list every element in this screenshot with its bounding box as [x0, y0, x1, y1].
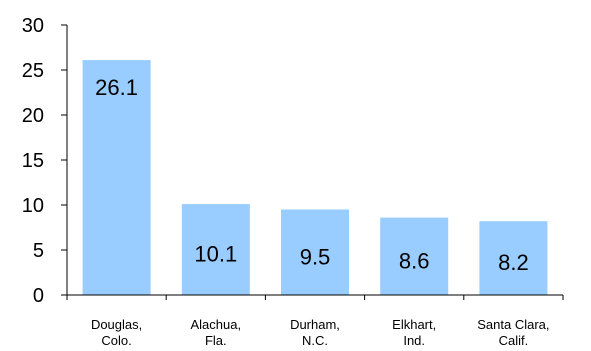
x-tick-label: Douglas, [91, 317, 142, 332]
x-tick-label: Elkhart, [392, 317, 436, 332]
x-tick-label: Ind. [403, 333, 425, 348]
bar-data-label: 8.6 [399, 248, 430, 273]
y-tick-label: 30 [22, 15, 44, 37]
x-tick-label: Santa Clara, [477, 317, 549, 332]
bar [281, 209, 349, 295]
y-tick-label: 20 [22, 105, 44, 127]
x-tick-label: Fla. [205, 333, 227, 348]
x-tick-label: Calif. [499, 333, 529, 348]
y-tick-label: 15 [22, 150, 44, 172]
bar [181, 204, 250, 295]
y-tick-label: 0 [33, 285, 44, 307]
x-axis: Douglas,Colo. Alachua,Fla. Durham,N.C. Elkh… [66, 294, 564, 348]
bars: 26.1 10.1 9.5 8.6 8.2 [82, 60, 548, 295]
x-tick-label: Alachua, [191, 317, 242, 332]
y-tick-label: 25 [22, 60, 44, 82]
bar [479, 221, 548, 295]
y-tick-label: 5 [33, 240, 44, 262]
x-tick-label: Durham, [290, 317, 340, 332]
bar [82, 60, 151, 295]
bar-data-label: 9.5 [300, 244, 331, 269]
x-tick-label: N.C. [302, 333, 328, 348]
y-axis: 0 5 10 15 20 25 30 [22, 15, 68, 307]
bar-data-label: 10.1 [194, 242, 237, 267]
y-tick-label: 10 [22, 195, 44, 217]
bar [380, 217, 449, 295]
bar-data-label: 8.2 [498, 250, 529, 275]
bar-data-label: 26.1 [95, 75, 138, 100]
x-tick-label: Colo. [101, 333, 131, 348]
